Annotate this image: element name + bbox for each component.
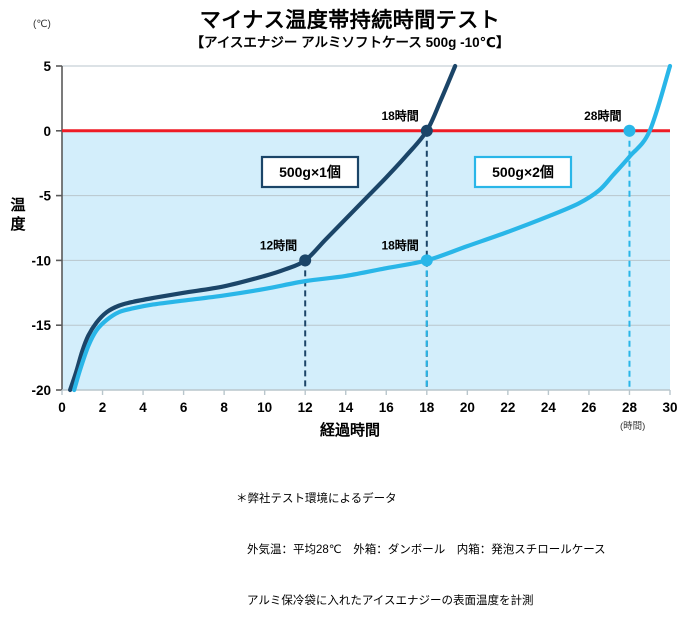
legend-box-label: 500g×2個 [492,164,554,180]
y-tick-label: -15 [31,318,51,333]
x-axis-unit-label: (時間) [620,421,646,432]
legend-box-2: 500g×2個 [473,155,573,189]
legend-box-frame [473,155,573,189]
data-point-marker [623,124,636,137]
x-tick-label: 18 [419,400,435,415]
y-tick-label: 0 [43,124,51,139]
series-line-2 [72,63,673,393]
line-chart: 50-5-10-15-200 2 4 6 8 10 12 14 16 18 20 22 24 26 28 30… [31,59,677,415]
y-tick-label: 5 [43,59,51,74]
data-point-label: 18時間 [381,237,418,252]
x-tick-label: 0 [58,400,66,415]
x-tick-label: 20 [460,400,475,415]
chart-page: マイナス温度帯持続時間テスト 【アイスエナジー アルミソフトケース 500g -… [10,9,677,607]
x-tick-label: 28 [622,400,638,415]
data-point-label: 18時間 [381,108,418,123]
data-point-marker [420,124,433,137]
x-tick-label: 14 [338,400,354,415]
x-tick-label: 6 [180,400,188,415]
y-tick-label: -5 [39,189,51,204]
footnote-line-3: アルミ保冷袋に入れたアイスエナジーの表面温度を計測 [247,595,534,607]
x-tick-label: 16 [379,400,395,415]
series-line-1 [68,63,458,393]
data-point-marker [420,254,433,267]
y-axis-unit-label: (℃) [33,19,51,30]
x-tick-label: 22 [500,400,515,415]
legend-box-1: 500g×1個 [260,155,360,189]
legend-box-label: 500g×1個 [279,164,341,180]
page-title: マイナス温度帯持続時間テスト [199,9,501,32]
x-tick-label: 24 [541,400,557,415]
y-axis-title: 温度 [10,197,26,233]
x-tick-label: 12 [298,400,313,415]
footnote-line-2: 外気温：平均28℃ 外箱：ダンボール 内箱：発泡スチロールケース [247,544,606,556]
x-tick-label: 26 [581,400,597,415]
x-tick-label: 2 [99,400,107,415]
footnote-line-1: ＊弊社テスト環境によるデータ [236,493,397,505]
legend-box-frame [260,155,360,189]
y-tick-label: -20 [31,383,51,398]
data-point-label: 12時間 [260,237,297,252]
page-subtitle: 【アイスエナジー アルミソフトケース 500g -10℃】 [190,35,510,50]
x-tick-label: 8 [220,400,228,415]
x-axis-title: 経過時間 [319,422,380,439]
data-point-marker [299,254,312,267]
x-tick-label: 4 [139,400,147,415]
footnote: ＊弊社テスト環境によるデータ 外気温：平均28℃ 外箱：ダンボール 内箱：発泡ス… [236,457,606,644]
data-point-label: 28時間 [584,108,621,123]
x-tick-label: 10 [257,400,272,415]
x-tick-label: 30 [662,400,677,415]
y-tick-label: -10 [31,253,51,268]
